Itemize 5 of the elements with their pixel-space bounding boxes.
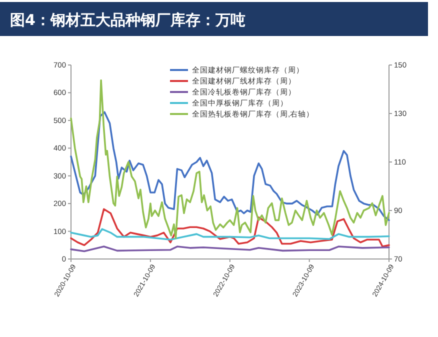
line-series [70, 228, 390, 240]
chart-title: 图4：钢材五大品种钢厂库存：万吨 [10, 11, 246, 29]
line-series [70, 111, 390, 222]
line-series [70, 79, 390, 240]
line-series [70, 208, 390, 248]
